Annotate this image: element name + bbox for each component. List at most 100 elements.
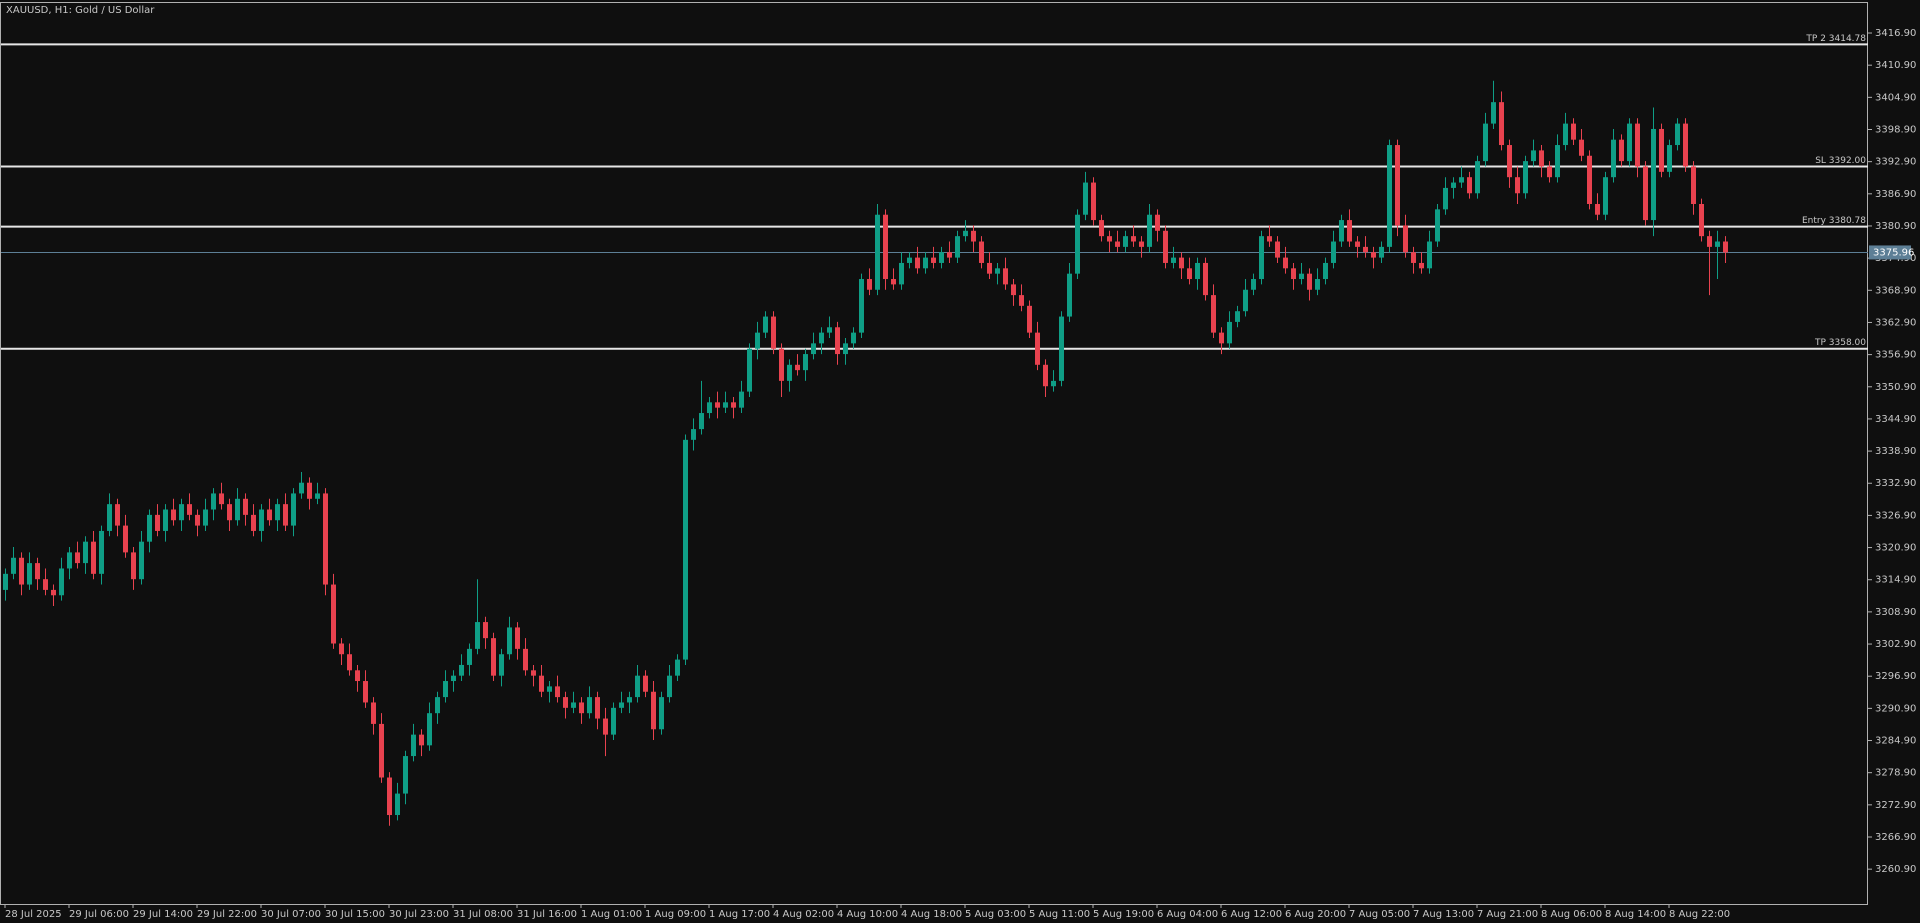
x-tick-label: 5 Aug 11:00 (1029, 909, 1090, 920)
candle-body (707, 402, 712, 414)
level-label: TP 2 3414.78 (1805, 34, 1866, 44)
candle-body (1403, 225, 1408, 253)
candle-body (715, 402, 720, 408)
candle-body (1059, 316, 1064, 381)
candle-body (1187, 268, 1192, 280)
x-tick-label: 29 Jul 22:00 (197, 909, 257, 920)
candle-body (907, 257, 912, 263)
candle-body (963, 230, 968, 237)
candle-body (179, 504, 184, 521)
candle-body (331, 584, 336, 644)
candle-body (1699, 203, 1704, 237)
candle-body (1043, 364, 1048, 387)
candle-body (1675, 123, 1680, 146)
candle-body (283, 504, 288, 526)
y-tick-label: 3284.90 (1875, 736, 1916, 747)
candle-body (1691, 166, 1696, 204)
candle-body (443, 681, 448, 698)
y-tick-label: 3410.90 (1875, 60, 1916, 71)
candle-body (1083, 182, 1088, 215)
candle-body (1307, 273, 1312, 290)
candle-body (995, 268, 1000, 274)
candle-body (1499, 102, 1504, 146)
candle-body (1451, 182, 1456, 188)
candle-body (1091, 182, 1096, 221)
candle-body (1259, 236, 1264, 280)
y-tick-label: 3398.90 (1875, 124, 1916, 135)
candle-body (219, 493, 224, 505)
candle-body (1643, 166, 1648, 221)
candle-body (1459, 177, 1464, 183)
candle-body (1291, 268, 1296, 280)
candle-body (1243, 289, 1248, 312)
candle-body (787, 364, 792, 381)
candle-body (323, 493, 328, 585)
candle-body (1611, 139, 1616, 178)
candle-body (1075, 214, 1080, 274)
x-tick-label: 31 Jul 08:00 (453, 909, 513, 920)
y-tick-label: 3278.90 (1875, 768, 1916, 779)
candle-body (235, 498, 240, 521)
candle-body (1523, 161, 1528, 194)
candle-body (1467, 177, 1472, 194)
candle-body (1603, 177, 1608, 215)
candle-body (1371, 252, 1376, 258)
candle-body (315, 493, 320, 499)
candle-body (859, 279, 864, 333)
candle-body (99, 530, 104, 574)
candle-body (899, 262, 904, 285)
candle-body (1667, 145, 1672, 172)
candle-body (1267, 236, 1272, 242)
candle-body (1339, 220, 1344, 242)
candle-body (1363, 246, 1368, 253)
x-tick-label: 29 Jul 14:00 (133, 909, 193, 920)
x-tick-label: 1 Aug 09:00 (645, 909, 706, 920)
y-tick-label: 3344.90 (1875, 414, 1916, 425)
candle-body (811, 343, 816, 355)
candle-body (875, 214, 880, 290)
candle-body (491, 638, 496, 676)
x-tick-label: 6 Aug 12:00 (1221, 909, 1282, 920)
candle-body (1427, 241, 1432, 269)
candle-body (1251, 279, 1256, 290)
candle-body (651, 691, 656, 730)
candle-body (667, 675, 672, 698)
y-tick-label: 3386.90 (1875, 189, 1916, 200)
candle-body (499, 654, 504, 676)
candle-body (203, 509, 208, 526)
candle-body (947, 252, 952, 258)
x-tick-label: 7 Aug 13:00 (1413, 909, 1474, 920)
candle-body (195, 514, 200, 526)
candle-body (539, 675, 544, 692)
y-tick-label: 3362.90 (1875, 317, 1916, 328)
candle-body (979, 241, 984, 263)
candle-body (771, 316, 776, 349)
x-tick-label: 30 Jul 15:00 (325, 909, 385, 920)
candle-body (251, 514, 256, 531)
candle-body (435, 697, 440, 714)
candle-body (1563, 123, 1568, 146)
candle-body (1571, 123, 1576, 140)
y-tick-label: 3368.90 (1875, 285, 1916, 296)
candle-body (595, 697, 600, 719)
candle-body (955, 236, 960, 258)
candle-body (1659, 128, 1664, 172)
candle-body (1299, 273, 1304, 280)
candle-body (1539, 150, 1544, 167)
candle-body (1715, 241, 1720, 247)
candle-body (1051, 380, 1056, 387)
candle-body (819, 332, 824, 344)
y-tick-label: 3392.90 (1875, 157, 1916, 168)
x-tick-label: 8 Aug 06:00 (1541, 909, 1602, 920)
candle-body (611, 707, 616, 735)
candle-body (843, 343, 848, 355)
level-label: Entry 3380.78 (1802, 216, 1866, 226)
x-tick-label: 8 Aug 22:00 (1669, 909, 1730, 920)
candle-body (267, 509, 272, 521)
x-tick-label: 1 Aug 01:00 (581, 909, 642, 920)
candle-body (619, 702, 624, 708)
candle-body (35, 563, 40, 580)
candle-body (227, 504, 232, 521)
candle-body (1011, 284, 1016, 296)
candle-body (1179, 257, 1184, 269)
